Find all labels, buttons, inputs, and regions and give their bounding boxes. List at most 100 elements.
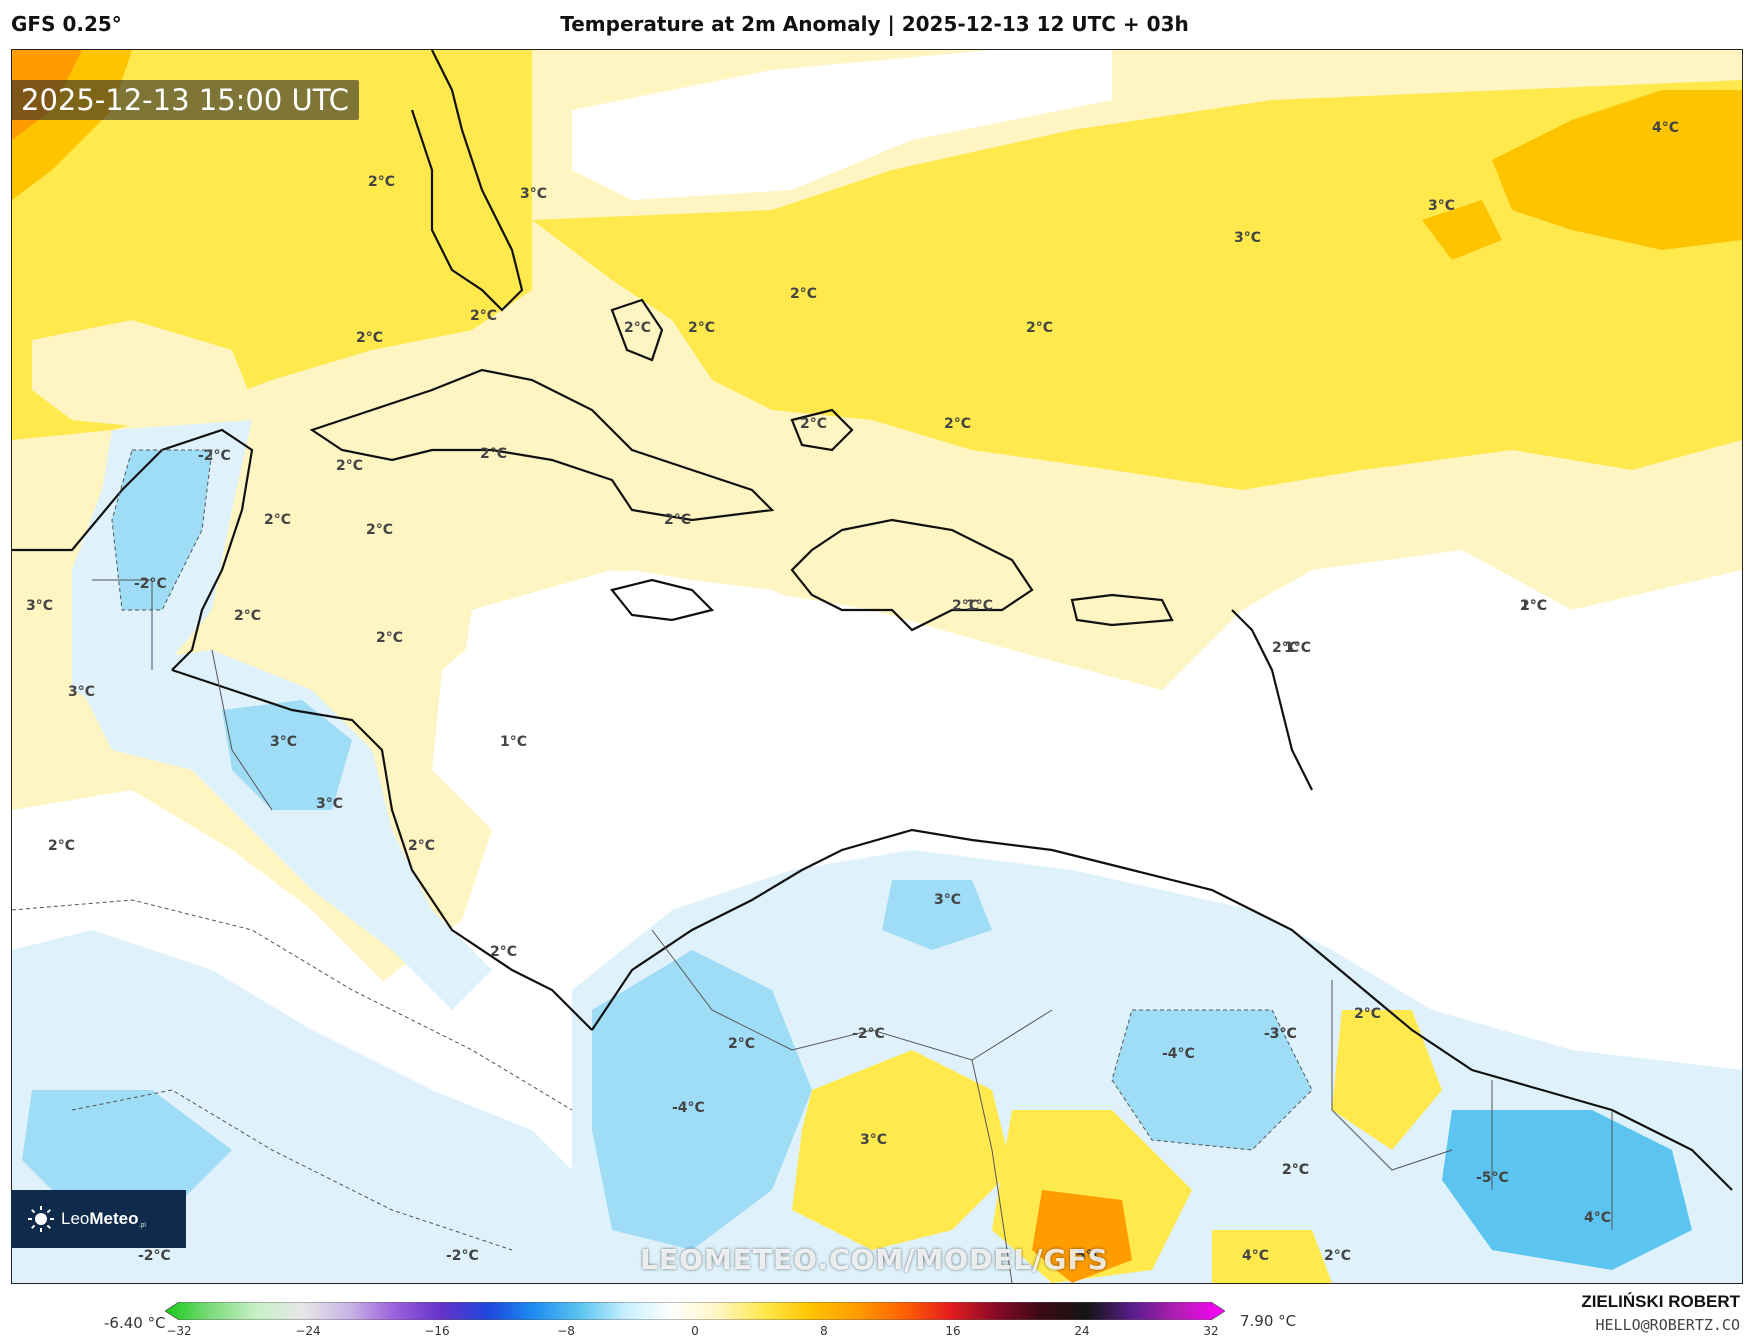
temp-label: -3°C — [1264, 1026, 1297, 1042]
temp-label: 2°C — [408, 838, 436, 854]
temp-label: 2°C — [1282, 1162, 1310, 1178]
logo-name-bold: Meteo — [89, 1209, 139, 1228]
temp-label: 4°C — [1652, 120, 1680, 136]
yucatan-cool-mid — [112, 450, 212, 610]
temp-label: 3°C — [520, 186, 548, 202]
colorbar — [165, 1302, 1225, 1320]
temp-label: 2°C — [800, 416, 828, 432]
colorbar-max-label: 7.90 °C — [1240, 1312, 1297, 1330]
temp-label: 5°C — [1076, 1248, 1104, 1264]
temp-label: -2°C — [198, 448, 231, 464]
temp-label: 2°C — [790, 286, 818, 302]
warm-strong-small — [1422, 200, 1502, 260]
temp-label: 1°C — [1520, 598, 1548, 614]
logo-suffix: .pl — [138, 1222, 146, 1229]
venezuela-lake-cool — [882, 880, 992, 950]
caribbean-white — [452, 570, 1742, 930]
temp-label: -2°C — [138, 1248, 171, 1264]
sun-icon — [28, 1206, 54, 1232]
temp-label: -4°C — [1162, 1046, 1195, 1062]
temp-label: 2°C — [376, 630, 404, 646]
map-area: 2°C 3°C 2°C 2°C 2°C 2°C 2°C 2°C 2°C 2°C … — [11, 49, 1743, 1284]
temp-label: 2°C — [688, 320, 716, 336]
temp-label: 3°C — [1234, 230, 1262, 246]
model-name: GFS 0.25° — [11, 12, 122, 36]
temp-label: 2°C — [1272, 640, 1300, 656]
colorbar-tick-label: 8 — [820, 1324, 828, 1338]
temp-label: -5°C — [1476, 1170, 1509, 1186]
site-watermark: LEOMETEO.COM/MODEL/GFS — [640, 1243, 1109, 1276]
anomaly-map — [12, 50, 1742, 1283]
temp-label: 2°C — [264, 512, 292, 528]
colorbar-tick-label: 16 — [945, 1324, 961, 1338]
sa-warm-deep — [1032, 1190, 1132, 1283]
coastlines — [12, 50, 1733, 1191]
temp-label: 2°C — [356, 330, 384, 346]
temp-label: 1°C — [500, 734, 528, 750]
warm-light-gulf-lobe — [32, 320, 252, 430]
valid-time-badge: 2025-12-13 15:00 UTC — [11, 80, 360, 120]
temp-label: 3°C — [934, 892, 962, 908]
temp-label: 2°C — [470, 308, 498, 324]
temp-label: 4°C — [1242, 1248, 1270, 1264]
colorbar-tick-label: 32 — [1203, 1324, 1219, 1338]
warm-light-band — [572, 50, 1112, 200]
logo-name-plain: Leo — [61, 1209, 90, 1228]
temp-label: 2°C — [1324, 1248, 1352, 1264]
contour-lines — [12, 449, 1313, 1251]
sa-warm-mid-4 — [1212, 1230, 1332, 1283]
temp-label: 2°C — [944, 416, 972, 432]
temp-label: 2°C — [368, 174, 396, 190]
venezuela-cool-mid — [1112, 1010, 1312, 1150]
colorbar-tick-label: −24 — [295, 1324, 321, 1338]
temp-label: 2°C — [234, 608, 262, 624]
temp-label: -2°C — [446, 1248, 479, 1264]
temp-label: 2°C — [1520, 598, 1548, 614]
colorbar-tick-label: 24 — [1074, 1324, 1090, 1338]
leometeo-logo[interactable]: LeoMeteo.pl — [11, 1190, 186, 1248]
temp-label: 3°C — [270, 734, 298, 750]
temp-label: 2°C — [624, 320, 652, 336]
temp-label: 2°C — [366, 522, 394, 538]
temp-label: 3°C — [68, 684, 96, 700]
temp-label: 2°C — [728, 1036, 756, 1052]
colorbar-tick-label: −16 — [424, 1324, 450, 1338]
temp-label: -2°C — [134, 576, 167, 592]
warm-strong-northeast — [1492, 90, 1742, 250]
chart-title: Temperature at 2m Anomaly | 2025-12-13 1… — [560, 12, 1189, 36]
temp-label: 3°C — [26, 598, 54, 614]
temp-label: 3°C — [860, 1132, 888, 1148]
honduras-cool-mid — [222, 700, 352, 810]
colorbar-tick-label: −32 — [166, 1324, 192, 1338]
sa-warm-mid-1 — [792, 1050, 1012, 1250]
temp-label: 2°C — [1026, 320, 1054, 336]
temp-label: -2°C — [852, 1026, 885, 1042]
temp-label: -4°C — [672, 1100, 705, 1116]
country-borders — [92, 579, 1613, 1283]
warm-mid-atlantic — [532, 80, 1742, 490]
temp-label: 1°C — [966, 598, 994, 614]
guiana-cool-strong — [1442, 1110, 1692, 1270]
temp-label: 2°C — [336, 458, 364, 474]
temp-label: -3°C — [1264, 1026, 1297, 1042]
temp-label: 2°C — [952, 598, 980, 614]
author-name: ZIELIŃSKI ROBERT — [1581, 1292, 1740, 1311]
temp-label: 2°C — [480, 446, 508, 462]
colombia-cool-mid — [592, 950, 812, 1250]
author-email[interactable]: HELLO@ROBERTZ.CO — [1595, 1316, 1741, 1334]
temp-label: 2°C — [664, 512, 692, 528]
temp-label: 2°C — [490, 944, 518, 960]
temp-label: 1°C — [1284, 640, 1312, 656]
logo-wordmark: LeoMeteo.pl — [61, 1209, 146, 1229]
sa-warm-mid-3 — [1332, 1010, 1442, 1150]
temp-label: 3°C — [1428, 198, 1456, 214]
temp-label: 2°C — [48, 838, 76, 854]
central-america-cool — [72, 650, 492, 1010]
temp-label: 2°C — [1282, 1162, 1310, 1178]
temp-label: 3°C — [316, 796, 344, 812]
temp-label: 2°C — [1354, 1006, 1382, 1022]
colorbar-bar — [165, 1302, 1225, 1320]
colorbar-min-label: -6.40 °C — [104, 1314, 166, 1332]
pacific-cool-mid — [22, 1090, 232, 1210]
colorbar-tick-label: −8 — [557, 1324, 575, 1338]
